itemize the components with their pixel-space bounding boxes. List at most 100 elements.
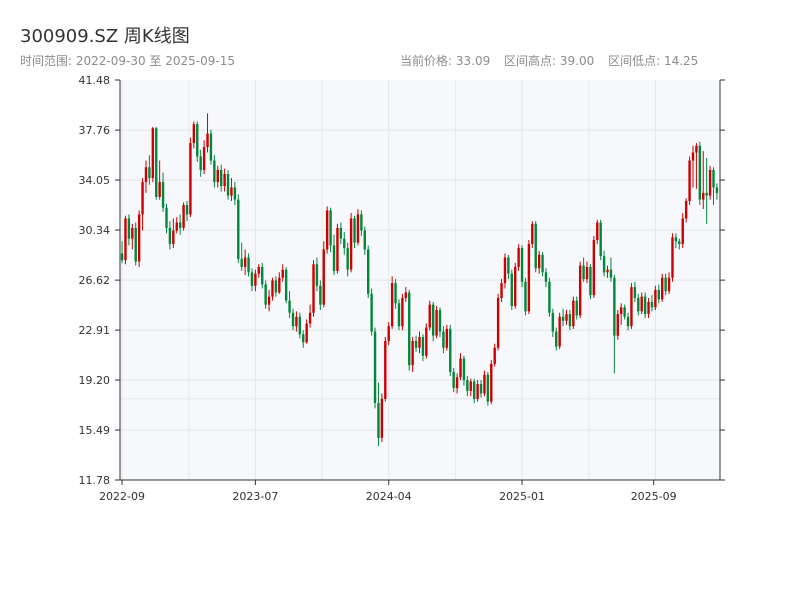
candle-body [442, 331, 445, 348]
candle-body [527, 244, 531, 312]
candle-body [397, 303, 401, 327]
candle-body [572, 300, 575, 327]
candle-body [418, 336, 421, 348]
candle-body [507, 257, 510, 274]
candle-body [356, 214, 360, 243]
candle-body [288, 300, 291, 313]
candle-body [322, 249, 325, 305]
candle-body [623, 307, 626, 317]
candle-body [332, 245, 336, 271]
candle-body [503, 257, 507, 284]
candle-body [531, 223, 534, 245]
candle-body [226, 174, 230, 196]
candle-body [199, 156, 202, 170]
candle-body [209, 133, 213, 161]
candle-body [141, 182, 144, 215]
candle-body [295, 316, 298, 327]
candle-body [661, 277, 664, 300]
date-range-text: 时间范围: 2022-09-30 至 2025-09-15 [20, 54, 235, 68]
candle-body [681, 218, 684, 245]
candle-body [684, 200, 688, 219]
candle-body [404, 292, 408, 298]
candle-body [462, 358, 466, 381]
candle-body [189, 143, 192, 215]
candle-body [134, 227, 137, 262]
candle-body [534, 223, 537, 269]
candle-body [325, 210, 329, 250]
candle-body [213, 160, 216, 183]
candle-body [609, 269, 613, 278]
candle-body [486, 374, 490, 402]
candle-body [469, 381, 472, 391]
candle-body [284, 269, 288, 301]
candle-body [664, 277, 667, 292]
candle-body [411, 341, 414, 366]
candle-body [196, 124, 199, 157]
candle-body [240, 258, 243, 267]
candle-body [271, 280, 274, 297]
candle-body [445, 328, 449, 348]
y-tick-label: 37.76 [79, 124, 111, 137]
candle-body [514, 266, 517, 306]
candle-body [596, 222, 599, 240]
candle-body [308, 312, 312, 324]
candle-body [438, 310, 442, 332]
candle-body [353, 218, 356, 243]
candle-body [151, 128, 155, 179]
candle-body [192, 124, 196, 144]
y-tick-label: 15.49 [79, 424, 111, 437]
y-tick-label: 11.78 [79, 474, 111, 487]
candle-body [715, 187, 719, 193]
candle-body [541, 254, 544, 273]
candle-body [387, 326, 390, 342]
candle-body [178, 222, 182, 228]
candle-body [599, 222, 602, 257]
candle-body [674, 237, 678, 242]
candle-body [452, 371, 455, 389]
candle-body [254, 273, 257, 286]
candle-body [363, 230, 366, 250]
x-tick-label: 2023-07 [232, 490, 278, 503]
x-tick-label: 2025-09 [631, 490, 677, 503]
candle-body [555, 331, 558, 347]
candle-body [137, 214, 141, 262]
candle-body [548, 281, 551, 313]
candle-body [281, 269, 284, 278]
chart-title: 300909.SZ 周K线图 [20, 26, 190, 47]
candle-body [336, 227, 339, 271]
candle-body [643, 296, 647, 315]
candle-body [667, 277, 671, 292]
x-tick-label: 2022-09 [99, 490, 145, 503]
candle-body [578, 265, 582, 316]
candle-body [131, 227, 134, 239]
candle-body [223, 174, 226, 187]
candle-body [483, 374, 486, 394]
candle-body [182, 204, 185, 228]
y-tick-label: 22.91 [79, 324, 111, 337]
candle-body [657, 289, 661, 300]
candle-body [250, 272, 254, 286]
candle-body [274, 280, 278, 293]
candle-body [431, 304, 435, 336]
candle-body [144, 167, 148, 183]
candle-body [124, 218, 127, 261]
candle-body [127, 218, 131, 239]
candle-body [476, 384, 479, 399]
candle-body [510, 273, 513, 306]
candle-body [650, 301, 654, 308]
candle-body [493, 347, 496, 364]
candle-body [233, 187, 237, 200]
candle-body [671, 237, 674, 278]
candle-body [602, 256, 606, 273]
candle-body [257, 266, 261, 274]
candle-body [688, 160, 691, 201]
candle-body [561, 316, 565, 321]
candle-body [168, 227, 172, 245]
candle-body [435, 310, 438, 336]
candle-body [219, 169, 223, 187]
candle-body [551, 312, 555, 332]
candle-body [425, 327, 428, 356]
y-tick-label: 26.62 [79, 274, 111, 287]
candle-body [637, 297, 640, 312]
candle-body [380, 398, 384, 438]
